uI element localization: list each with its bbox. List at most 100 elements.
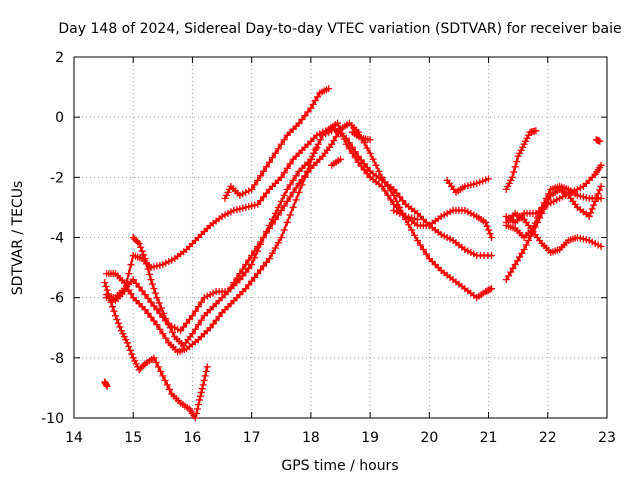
data-point xyxy=(286,193,294,201)
data-point xyxy=(157,367,165,375)
data-point xyxy=(135,240,143,248)
data-point xyxy=(597,194,605,202)
data-point xyxy=(251,254,259,262)
data-point xyxy=(328,140,336,148)
data-point xyxy=(201,372,209,380)
data-point xyxy=(596,186,604,194)
data-point xyxy=(144,265,152,273)
data-point xyxy=(488,234,496,241)
data-point xyxy=(538,209,546,217)
y-tick-label: -8 xyxy=(50,351,64,367)
data-point xyxy=(165,385,173,393)
data-point xyxy=(151,289,159,297)
data-point xyxy=(486,285,494,293)
series-track-6 xyxy=(129,143,321,350)
x-tick-label: 22 xyxy=(539,430,557,446)
data-point xyxy=(203,363,211,371)
data-point xyxy=(135,283,143,291)
data-point xyxy=(485,226,493,234)
data-point xyxy=(140,251,148,259)
data-point xyxy=(157,304,165,312)
data-point xyxy=(144,309,152,317)
data-point xyxy=(153,306,161,314)
data-point xyxy=(144,294,152,302)
data-point xyxy=(307,104,315,112)
data-point xyxy=(283,197,291,205)
data-point xyxy=(298,176,306,184)
data-point xyxy=(126,346,134,354)
data-point xyxy=(314,93,322,101)
data-point xyxy=(545,196,553,204)
data-point xyxy=(277,173,285,181)
data-point xyxy=(277,234,285,241)
data-point xyxy=(593,194,601,202)
data-point xyxy=(119,330,127,338)
data-point xyxy=(505,179,513,187)
data-point xyxy=(248,185,256,193)
data-point xyxy=(301,112,309,120)
x-tick-label: 16 xyxy=(184,430,202,446)
data-point xyxy=(164,319,172,327)
data-point xyxy=(154,363,162,371)
data-point xyxy=(191,307,199,315)
data-point xyxy=(129,276,137,284)
data-point xyxy=(337,155,344,163)
data-point xyxy=(132,279,140,287)
data-point xyxy=(396,203,404,211)
data-point xyxy=(486,230,494,238)
data-point xyxy=(254,200,262,208)
data-point xyxy=(289,203,297,211)
data-point xyxy=(222,191,230,199)
data-point xyxy=(591,197,599,205)
data-point xyxy=(239,272,247,280)
data-point xyxy=(125,270,133,278)
data-point xyxy=(236,276,244,284)
data-point xyxy=(536,214,544,222)
data-point xyxy=(416,241,424,249)
data-point xyxy=(200,376,208,384)
data-point xyxy=(262,163,270,171)
data-point xyxy=(502,276,510,284)
data-point xyxy=(292,196,300,204)
data-point xyxy=(141,306,149,314)
data-point xyxy=(298,115,306,123)
chart-title: Day 148 of 2024, Sidereal Day-to-day VTE… xyxy=(58,21,621,37)
data-point xyxy=(313,143,321,151)
data-point xyxy=(162,334,170,342)
data-point xyxy=(196,396,204,404)
data-point xyxy=(509,264,517,272)
data-point xyxy=(168,328,176,336)
data-point xyxy=(314,140,322,148)
data-point xyxy=(422,250,430,258)
series-track-8 xyxy=(328,155,344,169)
data-point xyxy=(274,239,282,247)
data-point xyxy=(185,315,193,323)
data-point xyxy=(129,354,137,362)
data-point xyxy=(508,173,516,181)
x-tick-label: 17 xyxy=(243,430,261,446)
data-point xyxy=(140,361,148,369)
data-point xyxy=(265,255,273,263)
data-point xyxy=(295,188,303,196)
data-point xyxy=(399,197,407,205)
data-point xyxy=(590,201,598,209)
data-point xyxy=(283,164,291,172)
data-point xyxy=(505,272,513,280)
data-point xyxy=(381,187,389,195)
data-point xyxy=(110,307,118,315)
data-point xyxy=(271,244,279,252)
data-point xyxy=(123,339,131,347)
y-tick-label: -2 xyxy=(50,170,64,186)
data-point xyxy=(308,152,316,160)
data-point xyxy=(111,312,119,320)
data-point xyxy=(209,320,217,328)
data-point xyxy=(292,172,300,180)
data-point xyxy=(108,303,116,311)
x-tick-label: 23 xyxy=(598,430,616,446)
data-point xyxy=(310,149,318,157)
data-point xyxy=(254,176,262,184)
data-point xyxy=(191,325,199,333)
data-point xyxy=(114,319,122,327)
data-series xyxy=(101,85,605,422)
data-point xyxy=(262,227,270,235)
